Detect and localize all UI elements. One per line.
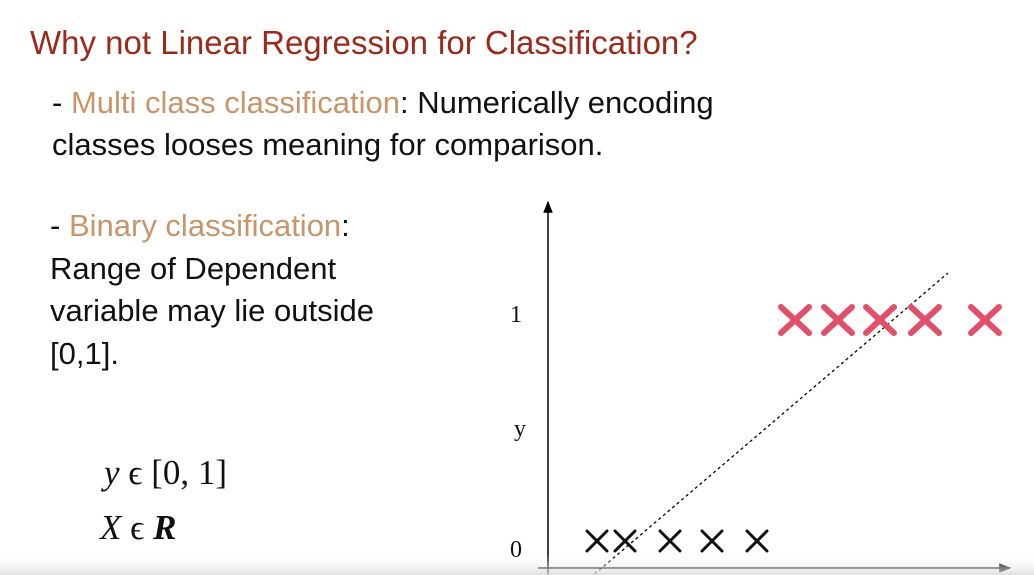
regression-line bbox=[592, 272, 949, 575]
bullet-text: : bbox=[341, 208, 350, 243]
bullet-highlight: Multi class classification bbox=[71, 85, 400, 120]
marker bbox=[968, 304, 1002, 336]
formula-variable: X bbox=[98, 508, 123, 547]
bullet-dash: - bbox=[52, 85, 62, 120]
bullet: - Multi class classification: Numericall… bbox=[52, 85, 714, 120]
title: Why not Linear Regression for Classifica… bbox=[30, 24, 698, 61]
bullet-text: Range of Dependent bbox=[50, 251, 337, 286]
marker bbox=[821, 304, 855, 336]
bullet-highlight: Binary classification bbox=[69, 208, 341, 243]
marker bbox=[863, 304, 897, 336]
marker bbox=[778, 304, 812, 336]
class-zero-markers bbox=[585, 529, 769, 553]
axis-label: 1 bbox=[510, 302, 522, 328]
bottom-fade bbox=[0, 555, 1034, 575]
bullet: - Binary classification: bbox=[50, 208, 350, 243]
bullet-text: classes looses meaning for comparison. bbox=[52, 127, 603, 162]
axis-label: y bbox=[514, 416, 526, 442]
marker bbox=[585, 529, 609, 553]
bullet-dash: - bbox=[50, 208, 60, 243]
bullet-text: variable may lie outside bbox=[50, 293, 374, 328]
formula-set: [0, 1] bbox=[151, 453, 227, 492]
formula: X ϵ R bbox=[98, 508, 176, 547]
formula-set: R bbox=[152, 508, 176, 547]
marker bbox=[745, 529, 769, 553]
marker bbox=[613, 529, 637, 553]
formula-relation: ϵ bbox=[130, 508, 144, 547]
bullet-text: [0,1]. bbox=[50, 336, 119, 371]
marker bbox=[700, 529, 724, 553]
marker bbox=[658, 529, 682, 553]
formula-relation: ϵ bbox=[128, 453, 142, 492]
class-one-markers bbox=[778, 304, 1002, 336]
formula-variable: y bbox=[101, 453, 120, 492]
formula: y ϵ [0, 1] bbox=[101, 453, 227, 492]
marker bbox=[908, 304, 942, 336]
bullet-text: : Numerically encoding bbox=[400, 85, 714, 120]
